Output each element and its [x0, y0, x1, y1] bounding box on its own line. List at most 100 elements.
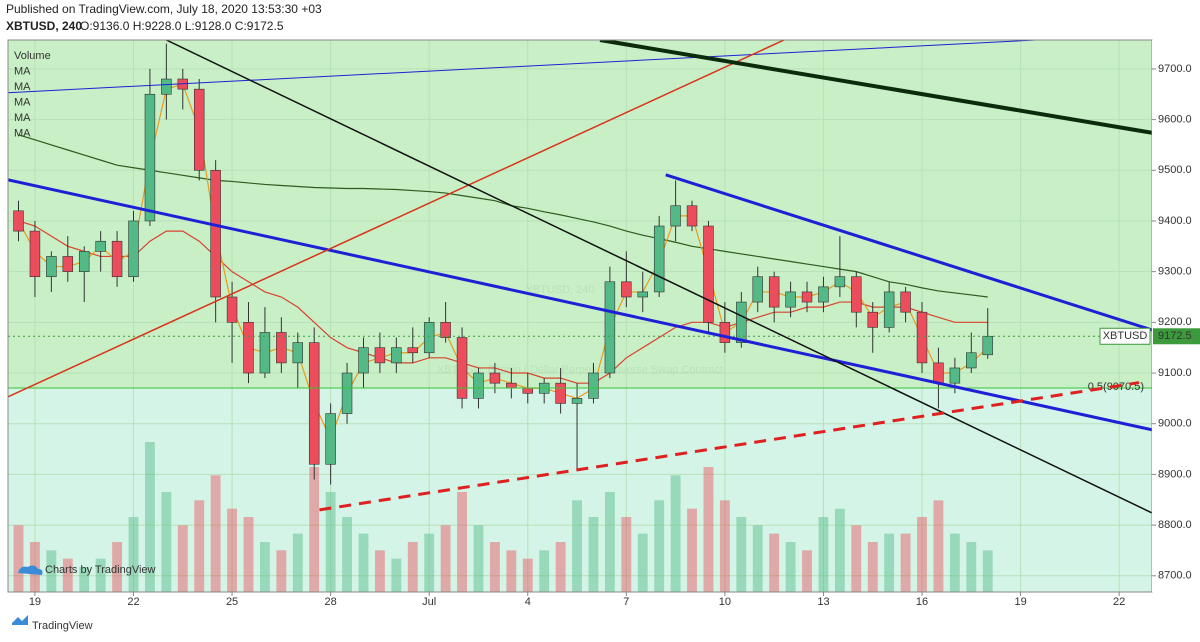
- candle-body: [736, 301, 747, 343]
- volume-bar: [309, 467, 320, 592]
- volume-bar: [982, 550, 993, 592]
- ohlc: O:9136.0 H:9228.0 L:9128.0 C:9172.5: [80, 19, 284, 33]
- volume-bar: [79, 567, 90, 592]
- candle-body: [949, 367, 961, 384]
- watermark-link[interactable]: Charts by TradingView: [45, 564, 156, 576]
- moving-average: [18, 220, 988, 384]
- y-tick-label: 9300.0: [1158, 266, 1192, 278]
- legend-entry: MA: [14, 65, 31, 77]
- candle-body: [867, 311, 878, 328]
- volume-bar: [604, 492, 615, 592]
- candle-body: [653, 225, 665, 293]
- volume-bar: [95, 558, 106, 592]
- trendline: [8, 178, 1152, 432]
- candle-body: [588, 372, 599, 399]
- candle-body: [834, 276, 846, 288]
- volume-bar: [802, 550, 812, 592]
- y-tick-label: 9500.0: [1158, 164, 1192, 176]
- candle-body: [423, 322, 435, 354]
- x-tick-label: 22: [127, 596, 139, 608]
- candle-body: [391, 347, 402, 364]
- volume-bar: [769, 533, 780, 592]
- volume-bar: [128, 517, 139, 592]
- volume-bar: [506, 550, 517, 592]
- legend-entry: MA: [14, 127, 31, 139]
- x-tick-label: Jul: [422, 596, 436, 608]
- candle-body: [768, 276, 780, 308]
- symbol: XBTUSD, 240: [6, 19, 82, 33]
- candle-body: [506, 382, 517, 389]
- volume-bar: [440, 525, 451, 592]
- candle-body: [966, 352, 977, 369]
- volume-bar: [917, 517, 927, 592]
- x-tick-label: 10: [719, 596, 731, 608]
- candle-body: [95, 240, 106, 252]
- symbol-tag-label: XBTUSD: [1103, 330, 1148, 342]
- volume-bar: [62, 558, 73, 592]
- volume-bar: [933, 500, 944, 592]
- volume-bar: [243, 517, 254, 592]
- x-tick-label: 25: [226, 596, 238, 608]
- logo: [12, 615, 28, 625]
- volume-bar: [358, 533, 369, 592]
- trendline: [166, 40, 1152, 514]
- volume-bar: [719, 500, 730, 592]
- candle-body: [292, 342, 304, 364]
- x-tick-label: 19: [1014, 596, 1026, 608]
- symbol-tag: [1099, 327, 1151, 345]
- volume-bar: [588, 517, 599, 592]
- candle-body: [276, 332, 287, 364]
- cloud-icon: [18, 565, 43, 575]
- volume-bar: [325, 492, 336, 592]
- candle-body: [374, 347, 386, 364]
- candle-body: [193, 88, 205, 171]
- trendline: [319, 381, 1140, 512]
- candle-body: [916, 311, 928, 364]
- volume-bar: [374, 550, 385, 592]
- volume-bar: [473, 525, 484, 592]
- y-axis-bg: [1152, 40, 1200, 592]
- volume-bar: [687, 508, 697, 592]
- candle-body: [604, 281, 616, 374]
- volume-bar: [785, 542, 796, 592]
- volume-bar: [522, 558, 533, 592]
- candle-body: [785, 291, 796, 308]
- candle-body: [670, 205, 681, 227]
- candle-body: [308, 342, 320, 465]
- candle-body: [933, 362, 944, 384]
- trendline: [8, 40, 785, 398]
- candle-body: [571, 398, 583, 404]
- volume-bar: [424, 533, 435, 592]
- candle-body: [29, 230, 41, 278]
- candle-body: [703, 225, 714, 323]
- candle-body: [883, 291, 895, 328]
- candle-body: [555, 382, 566, 404]
- candle-body: [522, 387, 533, 394]
- candle-body: [621, 281, 632, 298]
- volume-bar: [949, 533, 960, 592]
- x-tick-label: 19: [29, 596, 41, 608]
- legend-entry: MA: [14, 112, 31, 124]
- y-tick-label: 9400.0: [1158, 215, 1192, 227]
- candle-body: [78, 251, 90, 272]
- candle-body: [637, 291, 648, 298]
- candle-body: [243, 322, 254, 374]
- volume-bar: [736, 517, 747, 592]
- volume-bar: [966, 542, 977, 592]
- volume-bar: [457, 492, 467, 592]
- candle-body: [752, 276, 763, 303]
- candle-body: [358, 347, 369, 374]
- candle-body: [259, 332, 271, 374]
- candle-body: [686, 205, 698, 227]
- price-tag-label: 9172.5: [1158, 330, 1192, 342]
- volume-bar: [227, 508, 237, 592]
- x-tick-label: 22: [1113, 596, 1125, 608]
- volume-bar: [867, 542, 878, 592]
- footer-brand: TradingView: [32, 620, 93, 632]
- volume-bar: [177, 525, 188, 592]
- candle-body: [473, 372, 484, 399]
- volume-bar: [637, 533, 648, 592]
- trendline: [8, 40, 1036, 94]
- legend-entry: MA: [14, 81, 31, 93]
